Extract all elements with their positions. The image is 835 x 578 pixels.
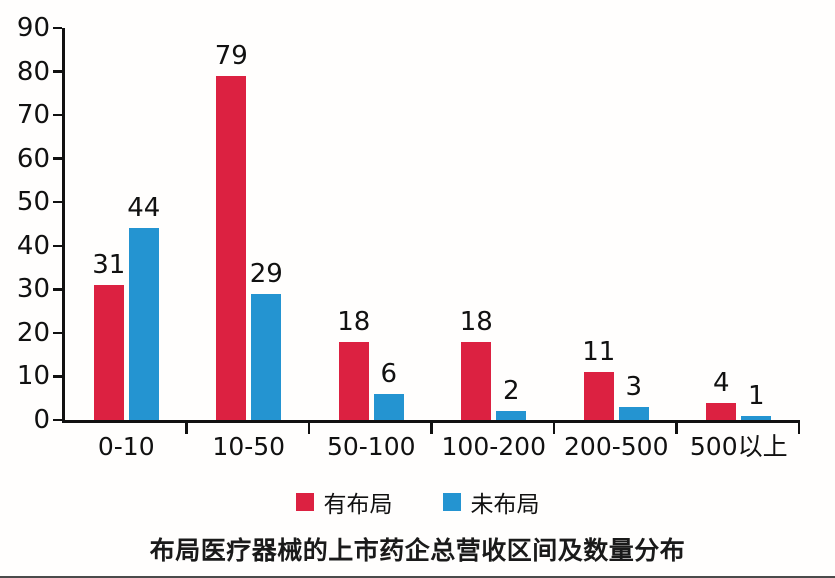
y-axis-tick-label: 0 (33, 405, 50, 435)
y-axis-tick (53, 26, 62, 30)
y-axis-tick (53, 157, 62, 160)
y-axis-tick (53, 331, 62, 335)
bar-series2 (128, 228, 159, 420)
legend-label-series2: 未布局 (470, 492, 540, 518)
x-axis-tick (675, 423, 678, 434)
chart-title: 布局医疗器械的上市药企总营收区间及数量分布 (149, 536, 686, 565)
y-axis-tick-label: 90 (16, 13, 50, 43)
x-axis-tick (552, 423, 555, 434)
x-axis-category-label: 200-500 (564, 432, 669, 461)
bar-series1 (706, 402, 737, 420)
bar-series1 (338, 341, 369, 420)
y-axis-tick (53, 200, 62, 204)
bar-series1 (461, 341, 492, 420)
y-axis-tick-label: 60 (16, 143, 50, 174)
legend-swatch-red (295, 493, 314, 511)
y-axis-tick-label: 30 (16, 274, 50, 305)
x-axis-category-label: 0-10 (97, 432, 155, 461)
y-axis-tick (53, 244, 62, 248)
y-axis-tick-label: 10 (16, 361, 50, 392)
bar-value-label: 31 (92, 249, 126, 280)
legend-swatch-blue (442, 493, 461, 511)
bar-value-label: 18 (337, 306, 371, 337)
legend-item-series1: 有布局 (295, 485, 393, 519)
bar-value-label: 6 (380, 358, 398, 389)
y-axis-tick (53, 375, 62, 378)
bar-series1 (93, 284, 124, 420)
x-axis-tick (185, 423, 188, 434)
y-axis-tick (53, 418, 62, 422)
bar-series2 (741, 415, 772, 420)
y-axis (62, 28, 65, 423)
y-axis-tick-label: 50 (16, 187, 50, 218)
bar-value-label: 18 (459, 306, 493, 337)
plot-area: 0 10 20 30 40 50 60 70 80 90 31 44 0-10 79 29 10-50 18 6 5… (17, 15, 800, 459)
y-axis-tick (53, 288, 62, 291)
bar-series2 (496, 411, 527, 420)
bar-series2 (251, 293, 282, 420)
bar-series2 (618, 406, 649, 420)
bar-value-label: 79 (214, 40, 248, 71)
y-axis-tick-label: 80 (16, 56, 50, 87)
bar-series2 (373, 393, 404, 420)
bar-value-label: 4 (712, 367, 730, 398)
legend-item-series2: 未布局 (442, 485, 540, 519)
x-axis (62, 420, 800, 423)
bottom-border (0, 576, 835, 578)
bar-series1 (583, 372, 614, 420)
x-axis-tick (307, 423, 310, 434)
bar-value-label: 3 (625, 371, 643, 402)
legend: 有布局 未布局 (0, 485, 835, 519)
x-axis-category-label: 10-50 (212, 432, 286, 461)
x-axis-tick (797, 423, 800, 434)
bar-value-label: 2 (502, 376, 520, 407)
y-axis-tick (53, 113, 62, 117)
x-axis-category-label: 100-200 (441, 432, 546, 461)
y-axis-tick (53, 70, 62, 73)
y-axis-tick-label: 40 (16, 230, 50, 261)
x-axis-category-label: 500以上 (689, 432, 788, 461)
bar-value-label: 11 (582, 337, 616, 368)
bar-value-label: 29 (249, 258, 283, 289)
y-axis-tick-label: 20 (16, 317, 50, 348)
legend-label-series1: 有布局 (323, 492, 393, 518)
bar-series1 (216, 75, 247, 420)
bar-value-label: 1 (747, 380, 765, 411)
y-axis-tick-label: 70 (16, 100, 50, 131)
x-axis-category-label: 50-100 (326, 432, 416, 461)
bar-value-label: 44 (127, 193, 161, 224)
x-axis-tick (430, 423, 433, 434)
